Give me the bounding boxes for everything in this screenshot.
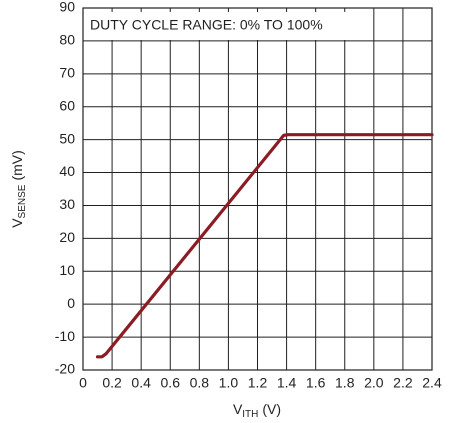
x-tick-label: 1.2 [248, 375, 268, 391]
y-tick-label: 90 [59, 0, 75, 15]
x-tick-label: 0.4 [131, 375, 151, 391]
y-tick-label: -20 [55, 361, 75, 377]
x-axis-label: VITH (V) [233, 401, 281, 420]
y-tick-label: 30 [59, 196, 75, 212]
y-axis-label: VSENSE(mV) [9, 150, 28, 228]
x-tick-label: 0.2 [102, 375, 122, 391]
y-tick-label: -10 [55, 328, 75, 344]
annotation: DUTY CYCLE RANGE: 0% TO 100% [90, 17, 323, 33]
x-tick-label: 1.4 [277, 375, 297, 391]
x-tick-label: 2.0 [364, 375, 384, 391]
x-tick-label: 0 [79, 375, 87, 391]
y-tick-label: 0 [67, 295, 75, 311]
annotation-box [86, 12, 354, 40]
y-tick-label: 50 [59, 130, 75, 146]
y-tick-label: 40 [59, 163, 75, 179]
data-line [95, 133, 434, 359]
x-tick-label: 0.8 [190, 375, 210, 391]
y-tick-label: 60 [59, 97, 75, 113]
x-tick-label: 1.8 [335, 375, 355, 391]
x-tick-label: 1.6 [306, 375, 326, 391]
y-tick-label: 10 [59, 262, 75, 278]
plot-frame [82, 7, 433, 371]
y-tick-label: 20 [59, 229, 75, 245]
y-tick-label: 80 [59, 32, 75, 48]
x-tick-label: 2.4 [422, 375, 442, 391]
x-tick-label: 1.0 [219, 375, 239, 391]
plot-area [82, 7, 434, 371]
x-tick-label: 0.6 [161, 375, 181, 391]
x-tick-label: 2.2 [393, 375, 413, 391]
y-tick-label: 70 [59, 65, 75, 81]
